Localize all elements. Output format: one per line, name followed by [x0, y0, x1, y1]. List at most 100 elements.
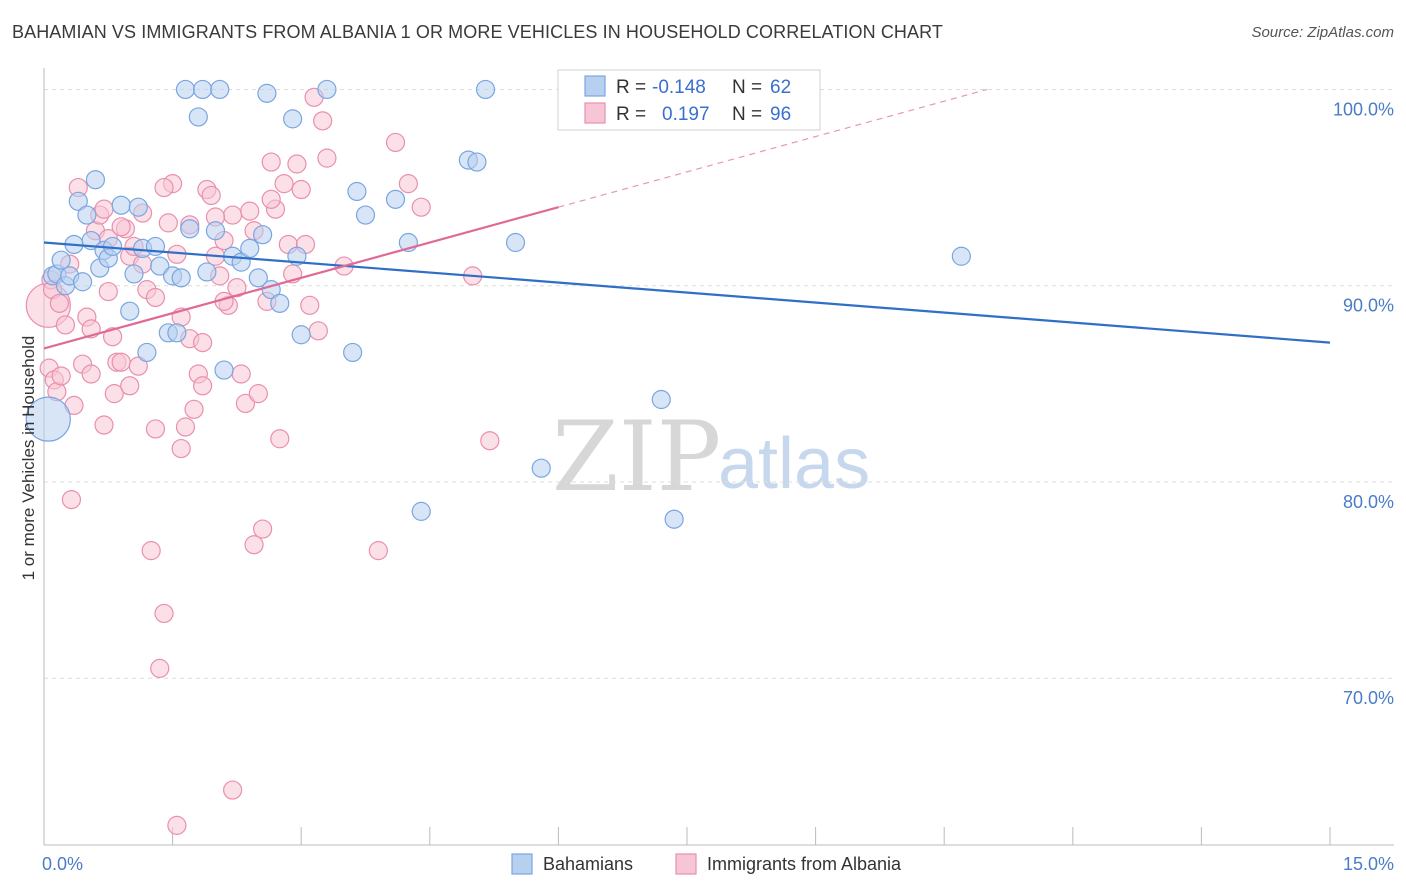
- bottom-legend-label-albania: Immigrants from Albania: [707, 854, 902, 874]
- albania-point-61: [274, 174, 294, 194]
- x-tick-label-max: 15.0%: [1343, 854, 1394, 874]
- albania-point-82: [120, 376, 140, 396]
- y-tick-label-90: 90.0%: [1343, 296, 1394, 316]
- legend-r-value-albania: 0.197: [662, 104, 710, 125]
- albania-point-75: [398, 174, 418, 194]
- albania-point-50: [227, 278, 247, 298]
- y-tick-label-70: 70.0%: [1343, 688, 1394, 708]
- albania-point-8: [55, 315, 76, 335]
- series-albania-points: [25, 87, 500, 835]
- albania-point-23: [111, 352, 131, 372]
- albania-point-71: [317, 148, 337, 168]
- albania-point-69: [308, 321, 328, 341]
- albania-point-54: [244, 535, 264, 555]
- albania-point-27: [128, 356, 148, 376]
- albania-point-7: [51, 366, 71, 386]
- albania-point-21: [104, 384, 124, 404]
- albania-point-70: [313, 111, 333, 131]
- bahamians-point-58: [411, 501, 431, 521]
- albania-point-93: [98, 281, 118, 302]
- albania-point-34: [158, 213, 178, 233]
- bahamians-point-33: [205, 221, 226, 241]
- bahamians-point-51: [385, 189, 406, 209]
- bahamians-point-38: [240, 238, 260, 258]
- y-tick-label-100: 100.0%: [1333, 99, 1394, 119]
- albania-point-44: [201, 185, 221, 206]
- albania-point-58: [261, 152, 281, 172]
- bahamians-point-60: [664, 509, 684, 529]
- albania-point-78: [480, 431, 500, 451]
- bahamians-point-57: [531, 458, 551, 478]
- albania-point-80: [223, 780, 243, 800]
- albania-point-92: [81, 364, 101, 384]
- bahamians-point-21: [137, 342, 157, 363]
- bahamians-point-46: [291, 325, 311, 345]
- legend-r-label-bahamians: R =: [616, 77, 646, 98]
- albania-point-85: [193, 376, 213, 396]
- albania-point-84: [171, 438, 191, 459]
- legend-n-label-albania: N =: [732, 104, 762, 125]
- bahamians-point-44: [283, 109, 303, 129]
- bahamians-point-3: [51, 250, 71, 270]
- albania-point-30: [141, 541, 161, 561]
- albania-point-67: [300, 295, 320, 315]
- albania-point-53: [240, 201, 260, 221]
- trendline-albania-extension: [558, 88, 988, 208]
- bahamians-point-49: [347, 181, 367, 202]
- bahamians-point-56: [505, 232, 526, 253]
- bahamians-point-48: [343, 342, 363, 363]
- bahamians-point-54: [467, 152, 487, 172]
- albania-point-32: [150, 658, 170, 678]
- bahamians-point-16: [111, 195, 131, 215]
- legend-swatch-bahamians: [584, 75, 606, 97]
- bahamians-point-59: [651, 389, 671, 410]
- bahamians-point-30: [188, 107, 208, 127]
- bahamians-point-31: [193, 79, 213, 100]
- albania-point-52: [235, 393, 256, 414]
- legend-r-value-bahamians: -0.148: [652, 77, 706, 98]
- bahamians-point-9: [77, 205, 97, 225]
- bahamians-point-61: [951, 246, 971, 266]
- bahamians-point-19: [128, 197, 148, 217]
- trend-lines: [43, 88, 1331, 350]
- bahamians-point-35: [214, 360, 234, 380]
- bahamians-point-28: [175, 79, 196, 100]
- albania-point-74: [385, 132, 406, 153]
- watermark-atlas: atlas: [718, 424, 870, 504]
- albania-point-65: [291, 179, 311, 200]
- trendline-bahamians: [43, 241, 1331, 344]
- albania-point-81: [94, 415, 114, 435]
- bahamians-point-47: [317, 79, 337, 100]
- albania-point-10: [61, 490, 82, 510]
- chart-source: Source: ZipAtlas.com: [1251, 24, 1394, 41]
- legend-r-label-albania: R =: [616, 104, 646, 125]
- legend-n-label-bahamians: N =: [732, 77, 762, 98]
- legend-n-value-albania: 96: [770, 104, 791, 125]
- bahamians-point-7: [68, 191, 88, 211]
- bahamians-point-50: [355, 205, 376, 225]
- trendline-albania: [43, 206, 559, 350]
- albania-point-55: [248, 384, 268, 404]
- bahamians-point-43: [270, 293, 290, 313]
- axes: [43, 68, 1394, 846]
- legend-n-value-bahamians: 62: [770, 77, 791, 98]
- albania-point-83: [145, 419, 166, 439]
- y-tick-labels: 70.0% 80.0% 90.0% 100.0%: [1333, 99, 1394, 708]
- bahamians-point-34: [210, 79, 230, 100]
- y-tick-label-80: 80.0%: [1343, 492, 1394, 512]
- bottom-legend-swatch-bahamians: [511, 853, 533, 875]
- bottom-legend-swatch-albania: [675, 853, 697, 875]
- bahamians-point-26: [167, 323, 187, 343]
- x-tick-label-min: 0.0%: [42, 854, 83, 874]
- albania-point-64: [287, 154, 307, 174]
- albania-point-56: [253, 519, 273, 539]
- albania-point-31: [145, 287, 166, 308]
- bahamians-point-39: [248, 268, 268, 288]
- albania-point-40: [184, 399, 204, 419]
- watermark-zip: ZIP: [552, 401, 721, 513]
- albania-point-18: [94, 199, 114, 219]
- albania-point-91: [261, 189, 281, 209]
- bottom-legend-label-bahamians: Bahamians: [543, 854, 633, 874]
- bahamians-point-40: [253, 225, 273, 245]
